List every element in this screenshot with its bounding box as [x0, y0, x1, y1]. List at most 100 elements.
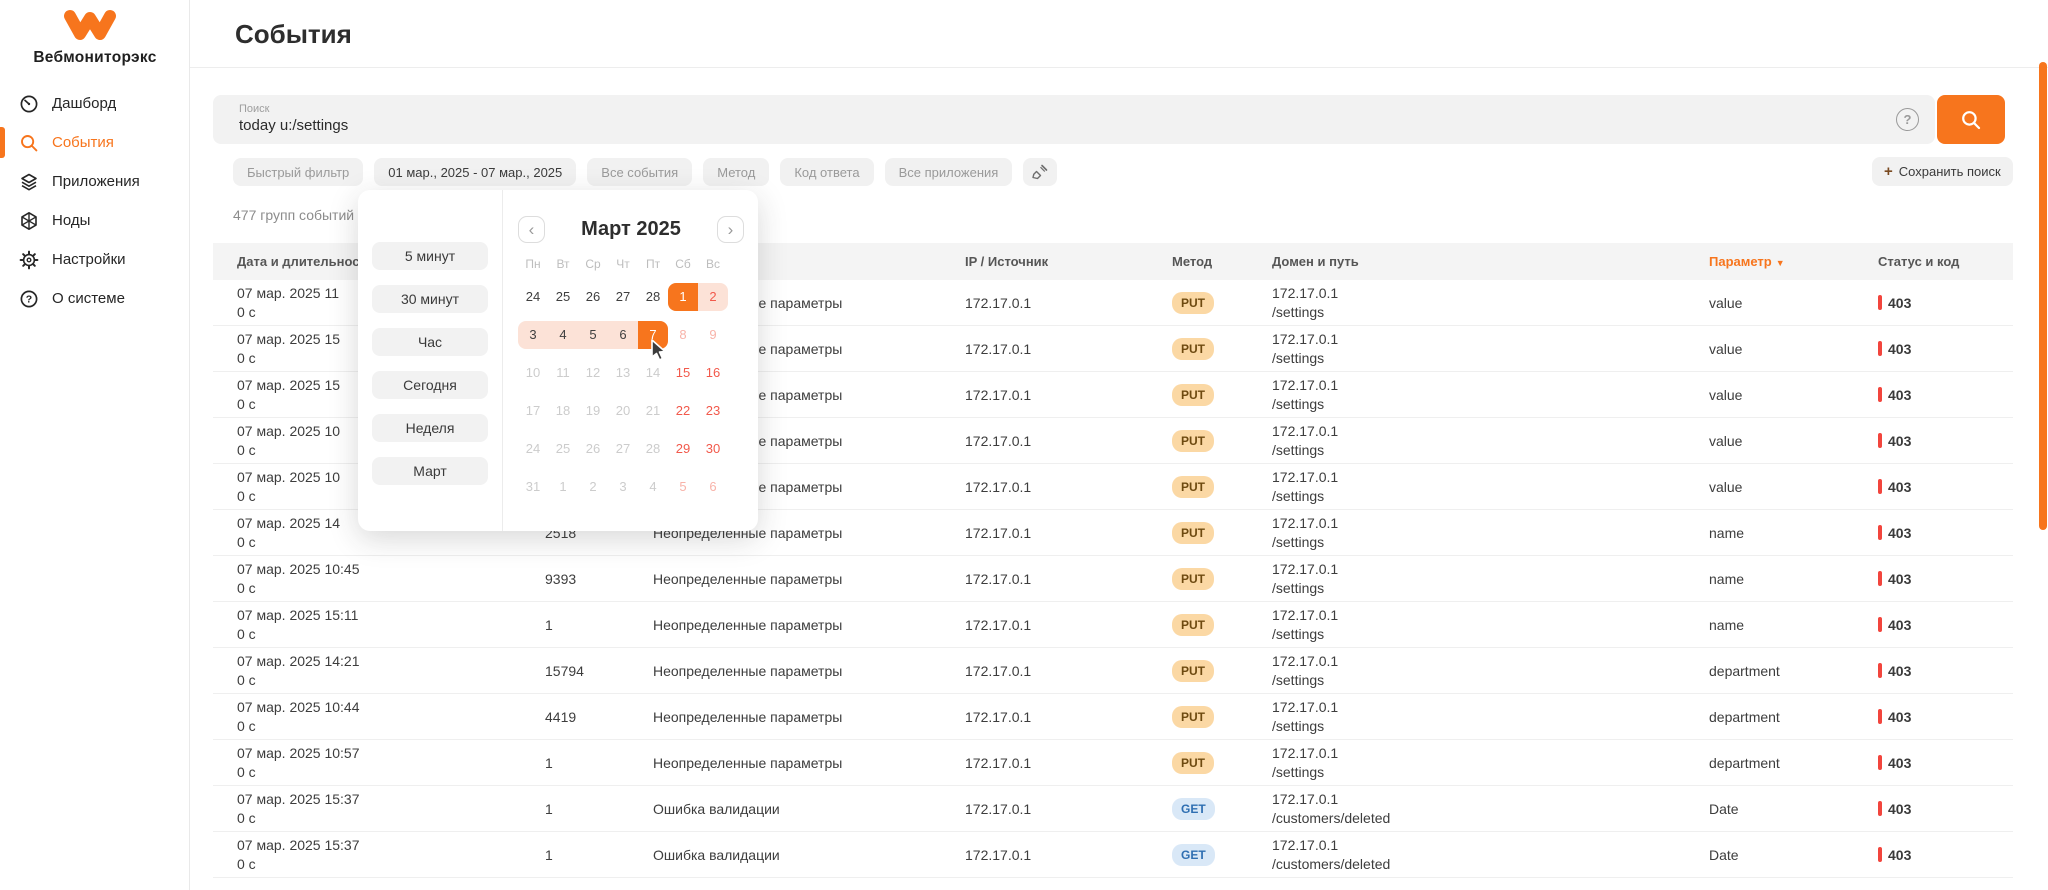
next-month-button[interactable]: ›	[717, 216, 744, 243]
col-header-param[interactable]: Параметр ▼	[1709, 254, 1785, 269]
calendar-day[interactable]: 27	[615, 289, 631, 304]
calendar-day[interactable]: 23	[705, 403, 721, 418]
calendar-day[interactable]: 14	[645, 365, 661, 380]
method-badge: PUT	[1172, 429, 1214, 452]
cell-param: value	[1709, 478, 1743, 495]
table-row[interactable]: 07 мар. 2025 10:44 0 с 4419 Неопределенн…	[213, 694, 2013, 740]
table-row[interactable]: 07 мар. 2025 10:45 0 с 9393 Неопределенн…	[213, 556, 2013, 602]
help-icon[interactable]: ?	[1896, 108, 1919, 131]
cell-status: 403	[1878, 341, 2013, 357]
calendar-day[interactable]: 31	[525, 479, 541, 494]
sort-desc-icon: ▼	[1775, 258, 1785, 268]
calendar-day[interactable]: 25	[555, 289, 571, 304]
calendar-day[interactable]: 25	[555, 441, 571, 456]
scrollbar-thumb[interactable]	[2039, 62, 2047, 530]
calendar-day[interactable]: 1	[668, 283, 698, 311]
calendar-day[interactable]: 26	[585, 441, 601, 456]
plus-icon: +	[1884, 163, 1893, 180]
quick-range-button[interactable]: Неделя	[372, 414, 488, 442]
cell-domain-path: 172.17.0.1 /customers/deleted	[1272, 836, 1391, 872]
table-row[interactable]: 07 мар. 2025 15:37 0 с 1 Ошибка валидаци…	[213, 832, 2013, 878]
method-badge: PUT	[1172, 751, 1214, 774]
filter-chip[interactable]: Быстрый фильтр	[233, 158, 364, 186]
calendar-day[interactable]: 19	[585, 403, 601, 418]
calendar-day[interactable]: 15	[675, 365, 691, 380]
filter-chip[interactable]: Все события	[587, 158, 693, 186]
calendar-day[interactable]: 21	[645, 403, 661, 418]
calendar-day[interactable]: 11	[556, 365, 570, 380]
cell-param: Date	[1709, 800, 1739, 817]
status-code: 403	[1888, 294, 1912, 311]
save-search-button[interactable]: + Сохранить поиск	[1872, 157, 2013, 186]
status-severity-bar	[1878, 433, 1882, 448]
table-row[interactable]: 07 мар. 2025 15:37 0 с 1 Ошибка валидаци…	[213, 786, 2013, 832]
cell-param: value	[1709, 432, 1743, 449]
status-severity-bar	[1878, 571, 1882, 586]
sidebar-item-dashboard[interactable]: Дашборд	[0, 84, 189, 123]
calendar-day[interactable]: 28	[645, 289, 661, 304]
search-field[interactable]: Поиск ?	[213, 95, 1935, 144]
calendar-day[interactable]: 16	[705, 365, 721, 380]
filter-chip[interactable]: 01 мар., 2025 - 07 мар., 2025	[374, 158, 577, 186]
calendar-day[interactable]: 29	[675, 441, 691, 456]
cell-ip: 172.17.0.1	[965, 386, 1032, 403]
search-input[interactable]	[239, 117, 1739, 134]
filter-chip[interactable]: Метод	[703, 158, 770, 186]
calendar-day[interactable]: 3	[518, 321, 548, 349]
calendar-day[interactable]: 17	[525, 403, 541, 418]
cell-method: PUT	[1172, 429, 1272, 452]
cell-hits: 4419	[545, 708, 577, 725]
calendar-day[interactable]: 10	[525, 365, 541, 380]
cell-method: PUT	[1172, 475, 1272, 498]
calendar-day[interactable]: 5	[679, 479, 687, 494]
calendar-day[interactable]: 12	[585, 365, 601, 380]
calendar-day[interactable]: 26	[585, 289, 601, 304]
quick-range-button[interactable]: 5 минут	[372, 242, 488, 270]
calendar-day[interactable]: 5	[578, 321, 608, 349]
calendar-day[interactable]: 13	[615, 365, 631, 380]
quick-range-button[interactable]: Сегодня	[372, 371, 488, 399]
cell-date: 07 мар. 2025 10 0 с	[237, 422, 341, 458]
weekday-row: Пн Вт Ср Чт Пт Сб Вс	[518, 257, 744, 271]
sidebar-item-label: События	[52, 134, 114, 151]
filter-chip[interactable]: Все приложения	[884, 158, 1013, 186]
table-row[interactable]: 07 мар. 2025 15:11 0 с 1 Неопределенные …	[213, 602, 2013, 648]
cell-ip: 172.17.0.1	[965, 524, 1032, 541]
calendar-day[interactable]: 24	[525, 289, 541, 304]
calendar-day[interactable]: 9	[709, 327, 717, 342]
status-code: 403	[1888, 340, 1912, 357]
calendar-day[interactable]: 24	[525, 441, 541, 456]
quick-range-button[interactable]: Час	[372, 328, 488, 356]
magnifier-icon	[1962, 110, 1981, 129]
calendar-day[interactable]: 20	[615, 403, 631, 418]
quick-range-button[interactable]: 30 минут	[372, 285, 488, 313]
calendar-day[interactable]: 18	[555, 403, 571, 418]
table-row[interactable]: 07 мар. 2025 10:57 0 с 1 Неопределенные …	[213, 740, 2013, 786]
search-label: Поиск	[239, 103, 270, 115]
calendar-day[interactable]: 27	[615, 441, 631, 456]
calendar-day[interactable]: 28	[645, 441, 661, 456]
sidebar-item-applications[interactable]: Приложения	[0, 162, 189, 201]
calendar-day[interactable]: 2	[589, 479, 597, 494]
filter-chip[interactable]: Код ответа	[780, 158, 874, 186]
sidebar-item-settings[interactable]: Настройки	[0, 240, 189, 279]
status-code: 403	[1888, 708, 1912, 725]
calendar-day[interactable]: 6	[709, 479, 717, 494]
calendar-day[interactable]: 2	[698, 283, 728, 311]
calendar-day[interactable]: 22	[675, 403, 691, 418]
calendar-day[interactable]: 6	[608, 321, 638, 349]
search-button[interactable]	[1937, 95, 2005, 144]
calendar-day[interactable]: 8	[679, 327, 687, 342]
sidebar-item-events[interactable]: События	[0, 123, 189, 162]
prev-month-button[interactable]: ‹	[518, 216, 545, 243]
table-row[interactable]: 07 мар. 2025 14:21 0 с 15794 Неопределен…	[213, 648, 2013, 694]
calendar-day[interactable]: 3	[619, 479, 627, 494]
calendar-day[interactable]: 1	[559, 479, 567, 494]
calendar-day[interactable]: 4	[649, 479, 657, 494]
sidebar-item-about[interactable]: ? О системе	[0, 279, 189, 318]
calendar-day[interactable]: 30	[705, 441, 721, 456]
clear-filters-chip[interactable]	[1023, 158, 1058, 186]
quick-range-button[interactable]: Март	[372, 457, 488, 485]
calendar-day[interactable]: 4	[548, 321, 578, 349]
sidebar-item-nodes[interactable]: Ноды	[0, 201, 189, 240]
